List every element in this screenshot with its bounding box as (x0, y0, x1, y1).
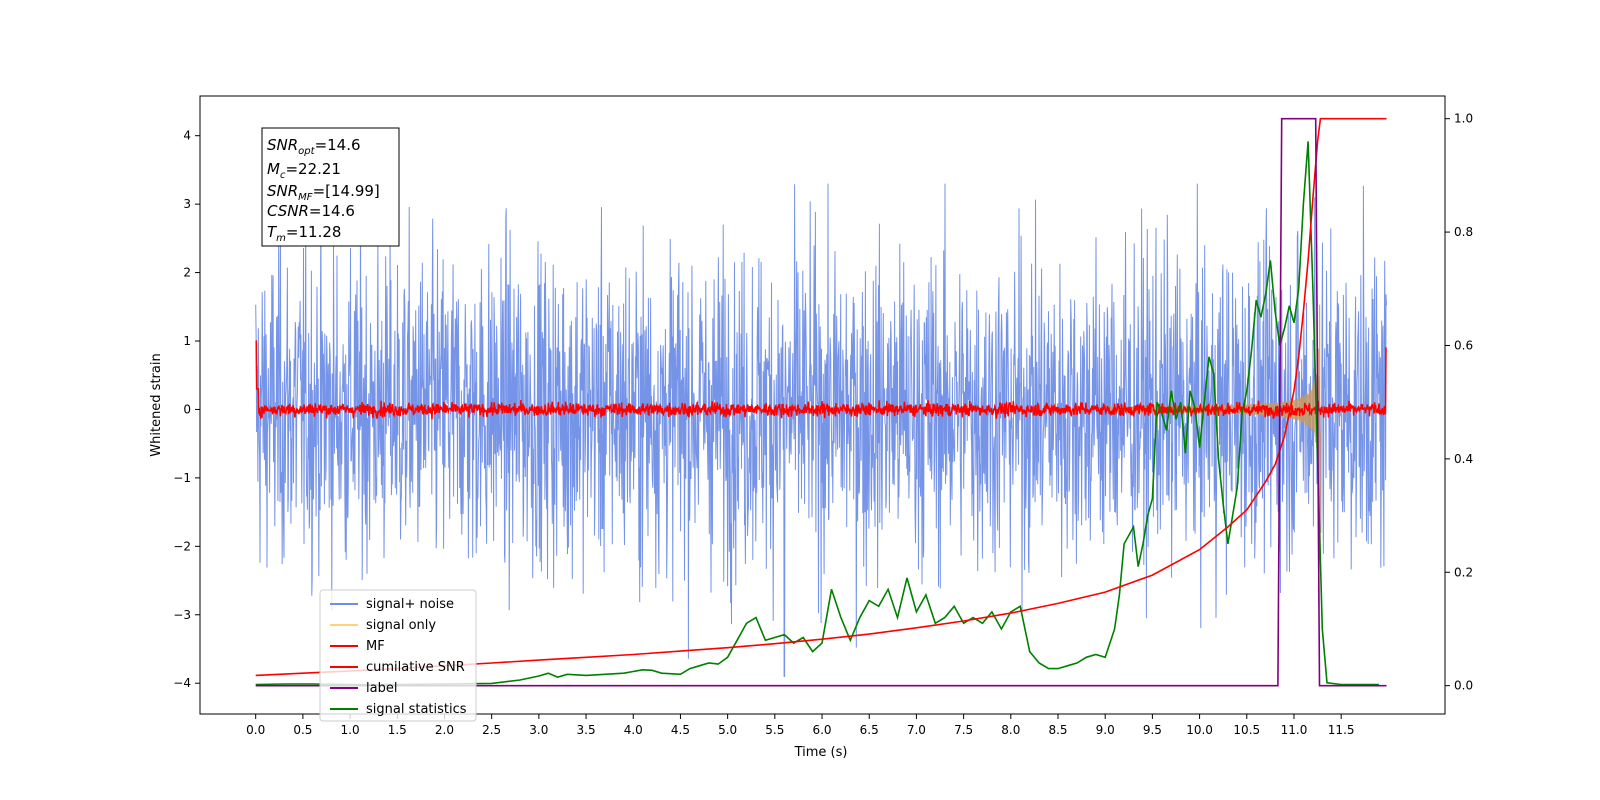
mf-line (255, 340, 1387, 420)
x-tick-label: 6.5 (860, 723, 879, 737)
x-tick-label: 4.5 (671, 723, 690, 737)
y-left-tick-label: −3 (173, 608, 191, 622)
x-tick-label: 11.0 (1281, 723, 1308, 737)
x-tick-label: 7.5 (954, 723, 973, 737)
info-tm: Tm=11.28 (267, 223, 341, 244)
x-tick-label: 5.5 (765, 723, 784, 737)
y-right-tick-label: 0.6 (1454, 338, 1473, 352)
x-tick-label: 8.0 (1001, 723, 1020, 737)
signal-noise-line (255, 183, 1387, 677)
y-axis-left: 4 3 2 1 0 −1 −2 −3 −4 (173, 129, 200, 690)
signal-statistics-line (255, 141, 1379, 686)
y-right-tick-label: 0.4 (1454, 452, 1473, 466)
info-snr-opt: SNRopt=14.6 (267, 136, 361, 157)
y-left-tick-label: 1 (183, 334, 191, 348)
x-axis: 0.0 0.5 1.0 1.5 2.0 2.5 3.0 3.5 4.0 4.5 5.0 5.5 6.0 6… (246, 714, 1355, 737)
legend-label: signal only (366, 618, 436, 633)
legend-label: signal+ noise (366, 597, 454, 612)
y-axis-right: 1.0 0.8 0.6 0.4 0.2 0.0 (1445, 112, 1473, 693)
label-line (255, 117, 1387, 687)
legend-label: signal statistics (366, 702, 467, 717)
x-tick-label: 0.5 (293, 723, 312, 737)
signal-noise-series (255, 183, 1387, 677)
info-csnr: CSNR=14.6 (267, 202, 355, 220)
y-right-tick-label: 0.8 (1454, 225, 1473, 239)
x-tick-label: 1.5 (388, 723, 407, 737)
y-left-tick-label: −2 (173, 539, 191, 553)
x-tick-label: 3.0 (529, 723, 548, 737)
x-tick-label: 8.5 (1048, 723, 1067, 737)
x-tick-label: 5.0 (718, 723, 737, 737)
y-axis-label: Whitened strain (149, 353, 164, 456)
info-mc: Mc=22.21 (267, 160, 341, 181)
mf-series (255, 340, 1387, 420)
y-left-tick-label: −4 (173, 676, 191, 690)
x-tick-label: 0.0 (246, 723, 265, 737)
y-left-tick-label: 3 (183, 197, 191, 211)
y-left-tick-label: −1 (173, 471, 191, 485)
x-axis-label: Time (s) (794, 745, 848, 760)
x-tick-label: 11.5 (1328, 723, 1355, 737)
legend-label: label (366, 681, 397, 696)
x-tick-label: 6.0 (812, 723, 831, 737)
y-right-tick-label: 0.2 (1454, 565, 1473, 579)
x-tick-label: 2.5 (482, 723, 501, 737)
x-tick-label: 1.0 (341, 723, 360, 737)
cumilative-snr-line (255, 117, 1387, 677)
legend-label: MF (366, 639, 385, 654)
y-left-tick-label: 4 (183, 129, 191, 143)
y-right-tick-label: 1.0 (1454, 112, 1473, 126)
legend: signal+ noise signal only MF cumilative SNR… (319, 589, 477, 722)
x-tick-label: 7.0 (907, 723, 926, 737)
info-box: SNRopt=14.6 Mc=22.21 SNRMF=[14.99] CSNR=… (261, 127, 400, 247)
info-snr-mf: SNRMF=[14.99] (267, 182, 380, 203)
x-tick-label: 10.5 (1233, 723, 1260, 737)
x-tick-label: 9.0 (1096, 723, 1115, 737)
y-right-tick-label: 0.0 (1454, 679, 1473, 693)
right-axis-series (255, 117, 1387, 687)
legend-label: cumilative SNR (366, 660, 465, 675)
x-tick-label: 3.5 (577, 723, 596, 737)
x-tick-label: 2.0 (435, 723, 454, 737)
x-tick-label: 9.5 (1143, 723, 1162, 737)
x-tick-label: 4.0 (624, 723, 643, 737)
x-tick-label: 10.0 (1186, 723, 1213, 737)
y-left-tick-label: 0 (183, 402, 191, 416)
y-left-tick-label: 2 (183, 266, 191, 280)
